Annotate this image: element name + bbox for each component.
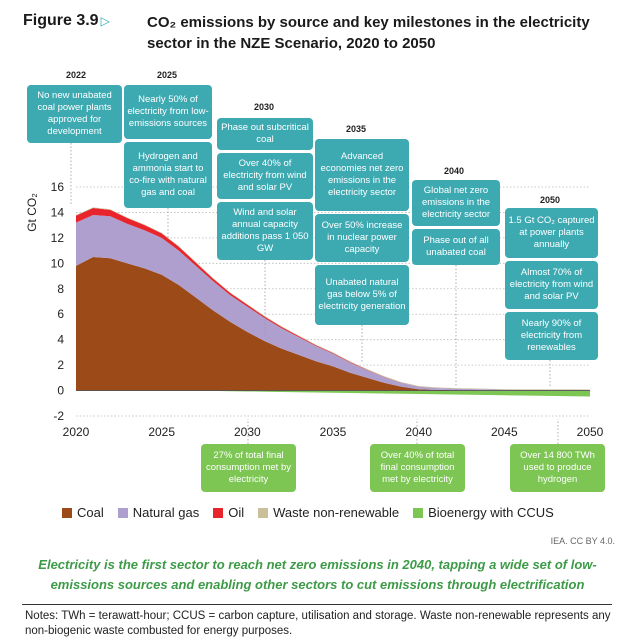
milestone-year-2025: 2025 [156,70,178,80]
legend-swatch [62,507,72,518]
milestone-year-2035: 2035 [345,124,367,134]
milestone-box-hydrogen-cofire: Hydrogen and ammonia start to co-fire wi… [124,142,212,208]
x-tick-label: 2025 [148,425,175,439]
x-tick-label: 2040 [405,425,432,439]
legend-item-natural-gas: Natural gas [117,505,200,520]
notes-divider [22,604,612,605]
milestone-box-no-new-coal: No new unabated coal power plants approv… [27,85,122,143]
legend-label: Bioenergy with CCUS [428,505,554,520]
milestone-box-advanced-economies: Advanced economies net zero emissions in… [315,139,409,211]
milestone-box-40pct-wind-solar: Over 40% of electricity from wind and so… [217,153,313,199]
y-tick-label: 14 [51,205,65,219]
x-tick-label: 2030 [234,425,261,439]
milestone-box-nuclear-increase: Over 50% increase in nuclear power capac… [315,214,409,262]
x-tick-label: 2020 [63,425,90,439]
y-tick-label: 6 [57,307,64,321]
milestone-box-70pct-wind-solar: Almost 70% of electricity from wind and … [505,261,598,309]
milestone-green-40pct-tfc: Over 40% of total final consumption met … [370,444,465,492]
area-series [76,207,590,397]
legend-item-coal: Coal [62,505,104,520]
legend-swatch [117,507,128,518]
legend-item-oil: Oil [213,505,244,520]
y-axis-label: Gt CO₂ [25,193,39,232]
y-tick-label: 0 [57,384,64,398]
milestone-box-ccus-captured: 1.5 Gt CO₂ captured at power plants annu… [505,208,598,258]
figure-label: Figure 3.9 ▷ [23,12,110,29]
area-natural-gas [76,214,590,391]
milestone-green-27pct-tfc: 27% of total final consumption met by el… [201,444,296,492]
y-tick-label: 16 [51,180,65,194]
y-tick-label: 4 [57,333,64,347]
milestone-year-2040: 2040 [443,166,465,176]
axes: -2 0 2 4 6 8 10 12 14 16 2020 2025 2030 2035 2040 2045 2… [25,180,604,439]
milestone-box-phase-out-subcritical: Phase out subcritical coal [217,118,313,150]
legend-item-bioenergy-with-ccus: Bioenergy with CCUS [413,505,554,520]
legend-swatch [413,507,424,518]
credit-line: IEA. CC BY 4.0. [550,536,615,546]
figure-arrow-icon: ▷ [100,14,110,28]
milestone-leaders [70,143,559,444]
notes: Notes: TWh = terawatt-hour; CCUS = carbo… [25,610,611,637]
legend-label: Coal [77,505,104,520]
x-tick-label: 2045 [491,425,518,439]
legend-label: Oil [228,505,245,520]
milestone-box-capacity-additions: Wind and solar annual capacity additions… [217,202,313,260]
milestone-box-90pct-renewables: Nearly 90% of electricity from renewable… [505,312,598,360]
legend-label: Natural gas [132,505,200,520]
chart-legend: Coal Natural gas Oil Waste non-renewable Bio… [62,505,568,520]
milestone-year-2030: 2030 [253,102,275,112]
milestone-box-phase-out-coal: Phase out of all unabated coal [412,229,500,265]
y-tick-label: 8 [57,282,64,296]
legend-item-waste-non-renewable: Waste non-renewable [258,505,399,520]
milestone-year-2050: 2050 [539,195,561,205]
y-tick-label: 10 [51,256,65,270]
x-tick-label: 2050 [577,425,604,439]
key-takeaway: Electricity is the first sector to reach… [38,557,597,592]
area-coal [76,256,590,391]
figure-title: CO₂ emissions by source and key mileston… [147,14,590,52]
x-tick-label: 2035 [320,425,347,439]
legend-swatch [213,507,224,518]
milestone-year-2022: 2022 [65,70,87,80]
legend-swatch [258,507,269,518]
y-tick-label: -2 [53,409,64,423]
milestone-box-50pct-low-emissions: Nearly 50% of electricity from low-emiss… [124,85,212,139]
y-tick-label: 2 [57,358,64,372]
area-bioenergy-with-ccus [76,390,590,397]
y-tick-label: 12 [51,231,65,245]
milestone-box-gas-below-5pct: Unabated natural gas below 5% of electri… [315,265,409,325]
milestone-box-global-net-zero: Global net zero emissions in the electri… [412,180,500,226]
legend-label: Waste non-renewable [273,505,400,520]
milestone-green-hydrogen-twh: Over 14 800 TWh used to produce hydrogen [510,444,605,492]
